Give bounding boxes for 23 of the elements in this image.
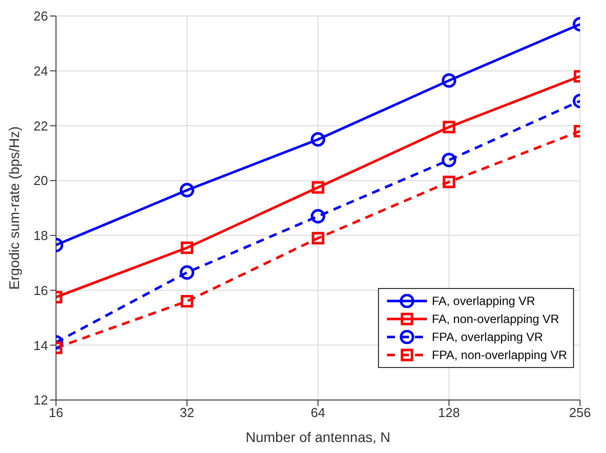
y-tick-label: 12 [34, 392, 48, 408]
legend-label: FA, non-overlapping VR [432, 312, 560, 326]
y-tick-label: 14 [34, 338, 48, 353]
point [312, 181, 324, 194]
point [312, 232, 324, 244]
y-tick-label: 20 [34, 173, 48, 188]
y-tick-label: 16 [34, 282, 48, 298]
y-tick-label: 26 [34, 8, 48, 24]
x-axis-title: Number of antennas, N [246, 429, 390, 445]
x-tick-label: 16 [48, 405, 64, 420]
x-tick-label: 32 [180, 405, 194, 420]
x-tick-label: 256 [569, 405, 591, 420]
x-tick-label: 64 [310, 405, 326, 420]
point [310, 208, 326, 224]
y-axis-title: Ergodic sum-rate (bps/Hz) [6, 126, 22, 290]
y-tick-label: 18 [34, 228, 48, 244]
y-tick-label: 24 [34, 63, 48, 78]
legend-label: FPA, overlapping VR [432, 330, 543, 344]
legend-label: FPA, non-overlapping VR [432, 348, 567, 362]
point [310, 132, 326, 147]
x-tick-label: 128 [438, 405, 460, 420]
y-tick-label: 22 [34, 118, 48, 134]
legend-label: FA, overlapping VR [432, 294, 536, 308]
